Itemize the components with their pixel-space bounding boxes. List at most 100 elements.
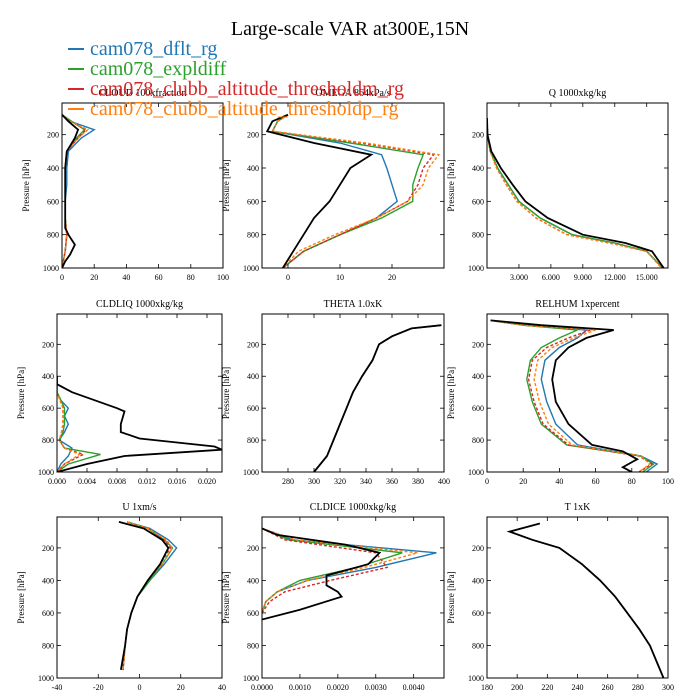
x-tick-label: 240	[572, 683, 584, 692]
y-tick-label: 600	[472, 609, 484, 618]
y-tick-label: 1000	[468, 468, 484, 477]
x-tick-label: 0.0030	[365, 683, 387, 692]
x-tick-label: 180	[481, 683, 493, 692]
x-tick-label: 0.008	[108, 477, 126, 486]
plot-frame	[486, 102, 669, 269]
legend-label: cam078_clubb_altitude_thresholdm_rg	[90, 78, 404, 100]
x-tick-label: 3.000	[510, 273, 528, 282]
x-tick-label: 60	[592, 477, 600, 486]
y-tick-label: 800	[247, 436, 259, 445]
y-axis-label: Pressure [hPa]	[21, 159, 31, 211]
y-tick-label: 200	[472, 544, 484, 553]
plot-frame	[261, 102, 445, 269]
x-tick-label: 340	[360, 477, 372, 486]
y-tick-label: 400	[472, 576, 484, 585]
x-tick-label: 20	[519, 477, 527, 486]
series-line-1	[262, 527, 437, 614]
x-tick-label: 280	[632, 683, 644, 692]
panel-title: Q 1000xkg/kg	[549, 88, 607, 99]
y-tick-label: 800	[472, 231, 484, 240]
y-tick-label: 1000	[243, 468, 259, 477]
panel-title: U 1xm/s	[122, 502, 156, 513]
panel-title: RELHUM 1xpercent	[535, 299, 619, 310]
y-axis-label: Pressure [hPa]	[221, 571, 231, 623]
y-tick-label: 400	[472, 164, 484, 173]
x-tick-label: 20	[90, 273, 98, 282]
x-tick-label: 20	[388, 273, 396, 282]
x-tick-label: 0.020	[198, 477, 216, 486]
y-tick-label: 400	[247, 164, 259, 173]
x-tick-label: 20	[177, 683, 185, 692]
x-tick-label: 40	[122, 273, 130, 282]
series-line-3	[122, 521, 172, 670]
y-tick-label: 1000	[243, 264, 259, 273]
y-axis-label: Pressure [hPa]	[446, 571, 456, 623]
panel-5: 280 300 320 340 360 380 400 200 400 600 800 1000 THE…	[221, 299, 450, 486]
y-tick-label: 800	[42, 641, 54, 650]
y-tick-label: 400	[247, 576, 259, 585]
series-line-5	[265, 113, 374, 268]
y-tick-label: 600	[472, 197, 484, 206]
y-axis-label: Pressure [hPa]	[446, 367, 456, 419]
series-line-4	[122, 521, 174, 670]
panel-1: 0 20 40 60 80 100 200 400 600 800 1000 CLOUD 100xfr…	[21, 88, 229, 282]
figure-legend: cam078_dflt_rgcam078_expldiffcam078_club…	[68, 38, 404, 120]
x-tick-label: 60	[155, 273, 163, 282]
x-tick-label: 80	[628, 477, 636, 486]
x-tick-label: 40	[555, 477, 563, 486]
series-line-4	[507, 522, 665, 678]
x-tick-label: 0.016	[168, 477, 186, 486]
y-tick-label: 1000	[43, 264, 59, 273]
panel-title: CLDICE 1000xkg/kg	[310, 502, 396, 513]
x-tick-label: 12.000	[604, 273, 626, 282]
series-line-5	[506, 522, 665, 678]
x-tick-label: 0.0000	[251, 683, 273, 692]
x-tick-label: 380	[412, 477, 424, 486]
y-tick-label: 1000	[468, 674, 484, 683]
x-tick-label: 0.0010	[289, 683, 311, 692]
y-tick-label: 600	[247, 404, 259, 413]
x-tick-label: 200	[511, 683, 523, 692]
y-tick-label: 600	[472, 404, 484, 413]
x-tick-label: 0	[485, 477, 489, 486]
x-tick-label: 80	[187, 273, 195, 282]
series-line-1	[507, 522, 665, 678]
y-axis-label: Pressure [hPa]	[446, 159, 456, 211]
series-line-4	[262, 527, 418, 614]
legend-label: cam078_clubb_altitude_thresholdp_rg	[90, 98, 398, 120]
y-tick-label: 800	[247, 231, 259, 240]
y-tick-label: 1000	[38, 468, 54, 477]
y-tick-label: 600	[247, 609, 259, 618]
x-tick-label: 260	[602, 683, 614, 692]
legend-label: cam078_dflt_rg	[90, 38, 217, 60]
y-tick-label: 600	[42, 404, 54, 413]
y-tick-label: 1000	[38, 674, 54, 683]
x-tick-label: -20	[93, 683, 104, 692]
legend-label: cam078_expldiff	[90, 58, 227, 80]
panel-3: 3.000 6.000 9.000 12.000 15.000 200 400 600 800 1…	[446, 88, 669, 282]
series-line-4	[490, 319, 652, 472]
y-tick-label: 400	[42, 372, 54, 381]
x-tick-label: 0.0020	[327, 683, 349, 692]
panel-9: 180 200 220 240 260 280 300 200 400 600 800 1000 T 1…	[446, 502, 674, 692]
x-tick-label: 100	[662, 477, 674, 486]
x-tick-label: 0	[286, 273, 290, 282]
x-tick-label: 0.012	[138, 477, 156, 486]
x-tick-label: 15.000	[636, 273, 658, 282]
y-tick-label: 200	[247, 340, 259, 349]
x-tick-label: 0.004	[78, 477, 96, 486]
y-tick-label: 200	[42, 544, 54, 553]
plot-frame	[486, 516, 669, 679]
y-tick-label: 800	[472, 641, 484, 650]
panel-2: 0 10 20 200 400 600 800 1000 OMEGA 864xPa/s Press…	[221, 88, 445, 282]
series-line-4	[271, 114, 441, 268]
plot-frame	[261, 516, 445, 679]
x-tick-label: 300	[308, 477, 320, 486]
x-tick-label: 9.000	[574, 273, 592, 282]
plot-frame	[61, 102, 224, 269]
y-axis-label: Pressure [hPa]	[221, 159, 231, 211]
y-tick-label: 1000	[243, 674, 259, 683]
x-tick-label: 400	[438, 477, 450, 486]
y-tick-label: 600	[42, 609, 54, 618]
